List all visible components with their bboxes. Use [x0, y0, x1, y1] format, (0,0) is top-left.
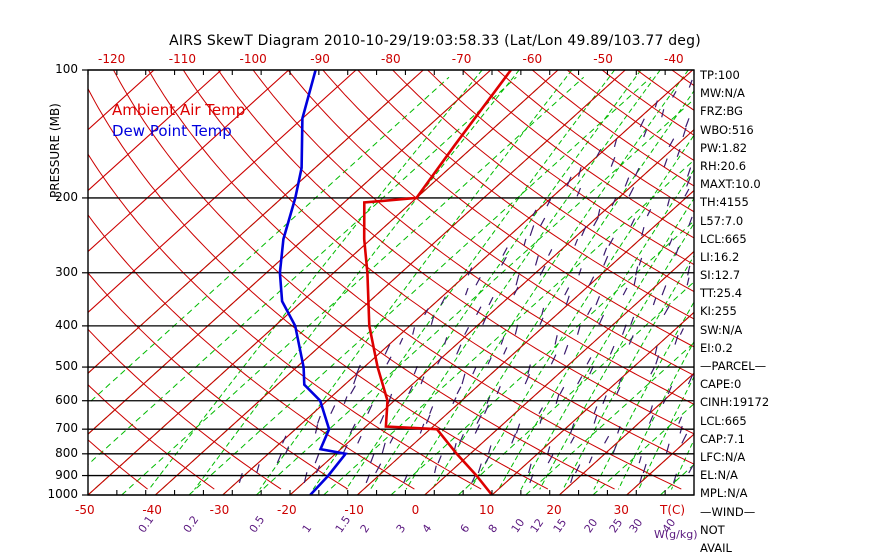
- pressure-label-500: 500: [55, 359, 78, 374]
- bottom-temp-label--30: -30: [209, 503, 230, 517]
- index-line-5: RH:20.6: [700, 158, 747, 173]
- bottom-temp-label-10: 10: [479, 503, 495, 517]
- pressure-label-600: 600: [55, 392, 78, 407]
- bottom-temp-label-20: 20: [546, 503, 562, 517]
- bottom-temp-label-30: 30: [613, 503, 629, 517]
- index-line-16: —PARCEL—: [700, 359, 767, 373]
- top-temp-label--80: -80: [381, 52, 401, 66]
- index-line-3: WBO:516: [700, 122, 754, 137]
- index-line-2: FRZ:BG: [700, 104, 743, 119]
- index-line-11: SI:12.7: [700, 268, 741, 283]
- index-line-9: LCL:665: [700, 231, 747, 246]
- pressure-label-1000: 1000: [47, 487, 78, 501]
- pressure-label-400: 400: [55, 317, 78, 332]
- index-line-13: KI:255: [700, 304, 737, 319]
- isotherms: [88, 70, 694, 495]
- index-line-15: EI:0.2: [700, 340, 733, 355]
- index-line-1: MW:N/A: [700, 86, 745, 101]
- pressure-label-300: 300: [55, 264, 78, 279]
- legend-dewpoint: Dew Point Temp: [112, 122, 232, 140]
- sounding-indices-panel: TP:100 MW:N/A FRZ:BG WBO:516 PW:1.82 RH:20.6 M…: [700, 66, 868, 557]
- top-temp-label--110: -110: [168, 52, 196, 66]
- plot-frame: [87, 69, 695, 496]
- x-axis-title-temp: T(C): [660, 503, 686, 517]
- index-line-14: SW:N/A: [700, 322, 743, 337]
- top-temp-label--70: -70: [451, 52, 472, 66]
- top-temp-label--60: -60: [522, 52, 543, 66]
- bottom-temp-label--20: -20: [277, 503, 297, 517]
- page-title: AIRS SkewT Diagram 2010-10-29/19:03:58.3…: [169, 33, 701, 49]
- index-line-23: MPL:N/A: [700, 486, 748, 501]
- pressure-label-100: 100: [55, 62, 78, 76]
- top-temp-label--50: -50: [593, 52, 613, 66]
- pressure-label-200: 200: [55, 189, 78, 204]
- index-line-6: MAXT:10.0: [700, 177, 761, 192]
- index-line-4: PW:1.82: [700, 140, 748, 155]
- index-line-8: L57:7.0: [700, 213, 744, 228]
- wind-barbs: [238, 79, 694, 484]
- axis-ticks: [82, 69, 695, 496]
- index-line-0: TP:100: [700, 68, 740, 82]
- y-axis-title: PRESSURE (MB): [48, 103, 62, 198]
- index-line-18: CINH:19172: [700, 395, 770, 410]
- legend-ambient: Ambient Air Temp: [112, 101, 246, 119]
- temperature-profiles: [278, 70, 512, 495]
- index-line-25: NOT: [700, 522, 725, 537]
- index-line-17: CAPE:0: [700, 377, 742, 392]
- bottom-temp-label--10: -10: [344, 503, 364, 517]
- index-line-24: —WIND—: [700, 504, 756, 519]
- top-temp-label--120: -120: [98, 52, 126, 66]
- index-line-12: TT:25.4: [700, 286, 743, 301]
- top-temp-label--100: -100: [239, 52, 267, 66]
- bottom-temp-label--50: -50: [75, 503, 95, 517]
- index-line-20: CAP:7.1: [700, 431, 745, 446]
- x-axis-title-mixing: W(g/kg): [654, 528, 698, 541]
- pressure-label-700: 700: [55, 421, 78, 436]
- index-line-19: LCL:665: [700, 413, 747, 428]
- pressure-label-900: 900: [55, 467, 78, 482]
- pressure-label-800: 800: [55, 445, 78, 460]
- index-line-7: TH:4155: [700, 195, 749, 210]
- bottom-temp-label--40: -40: [142, 503, 162, 517]
- index-line-10: LI:16.2: [700, 249, 740, 264]
- index-line-21: LFC:N/A: [700, 449, 746, 464]
- index-line-22: EL:N/A: [700, 468, 738, 483]
- index-line-26: AVAIL: [700, 540, 732, 555]
- top-temp-label--40: -40: [664, 52, 684, 66]
- bottom-temp-label-0: 0: [411, 503, 420, 517]
- top-temp-label--90: -90: [310, 52, 330, 66]
